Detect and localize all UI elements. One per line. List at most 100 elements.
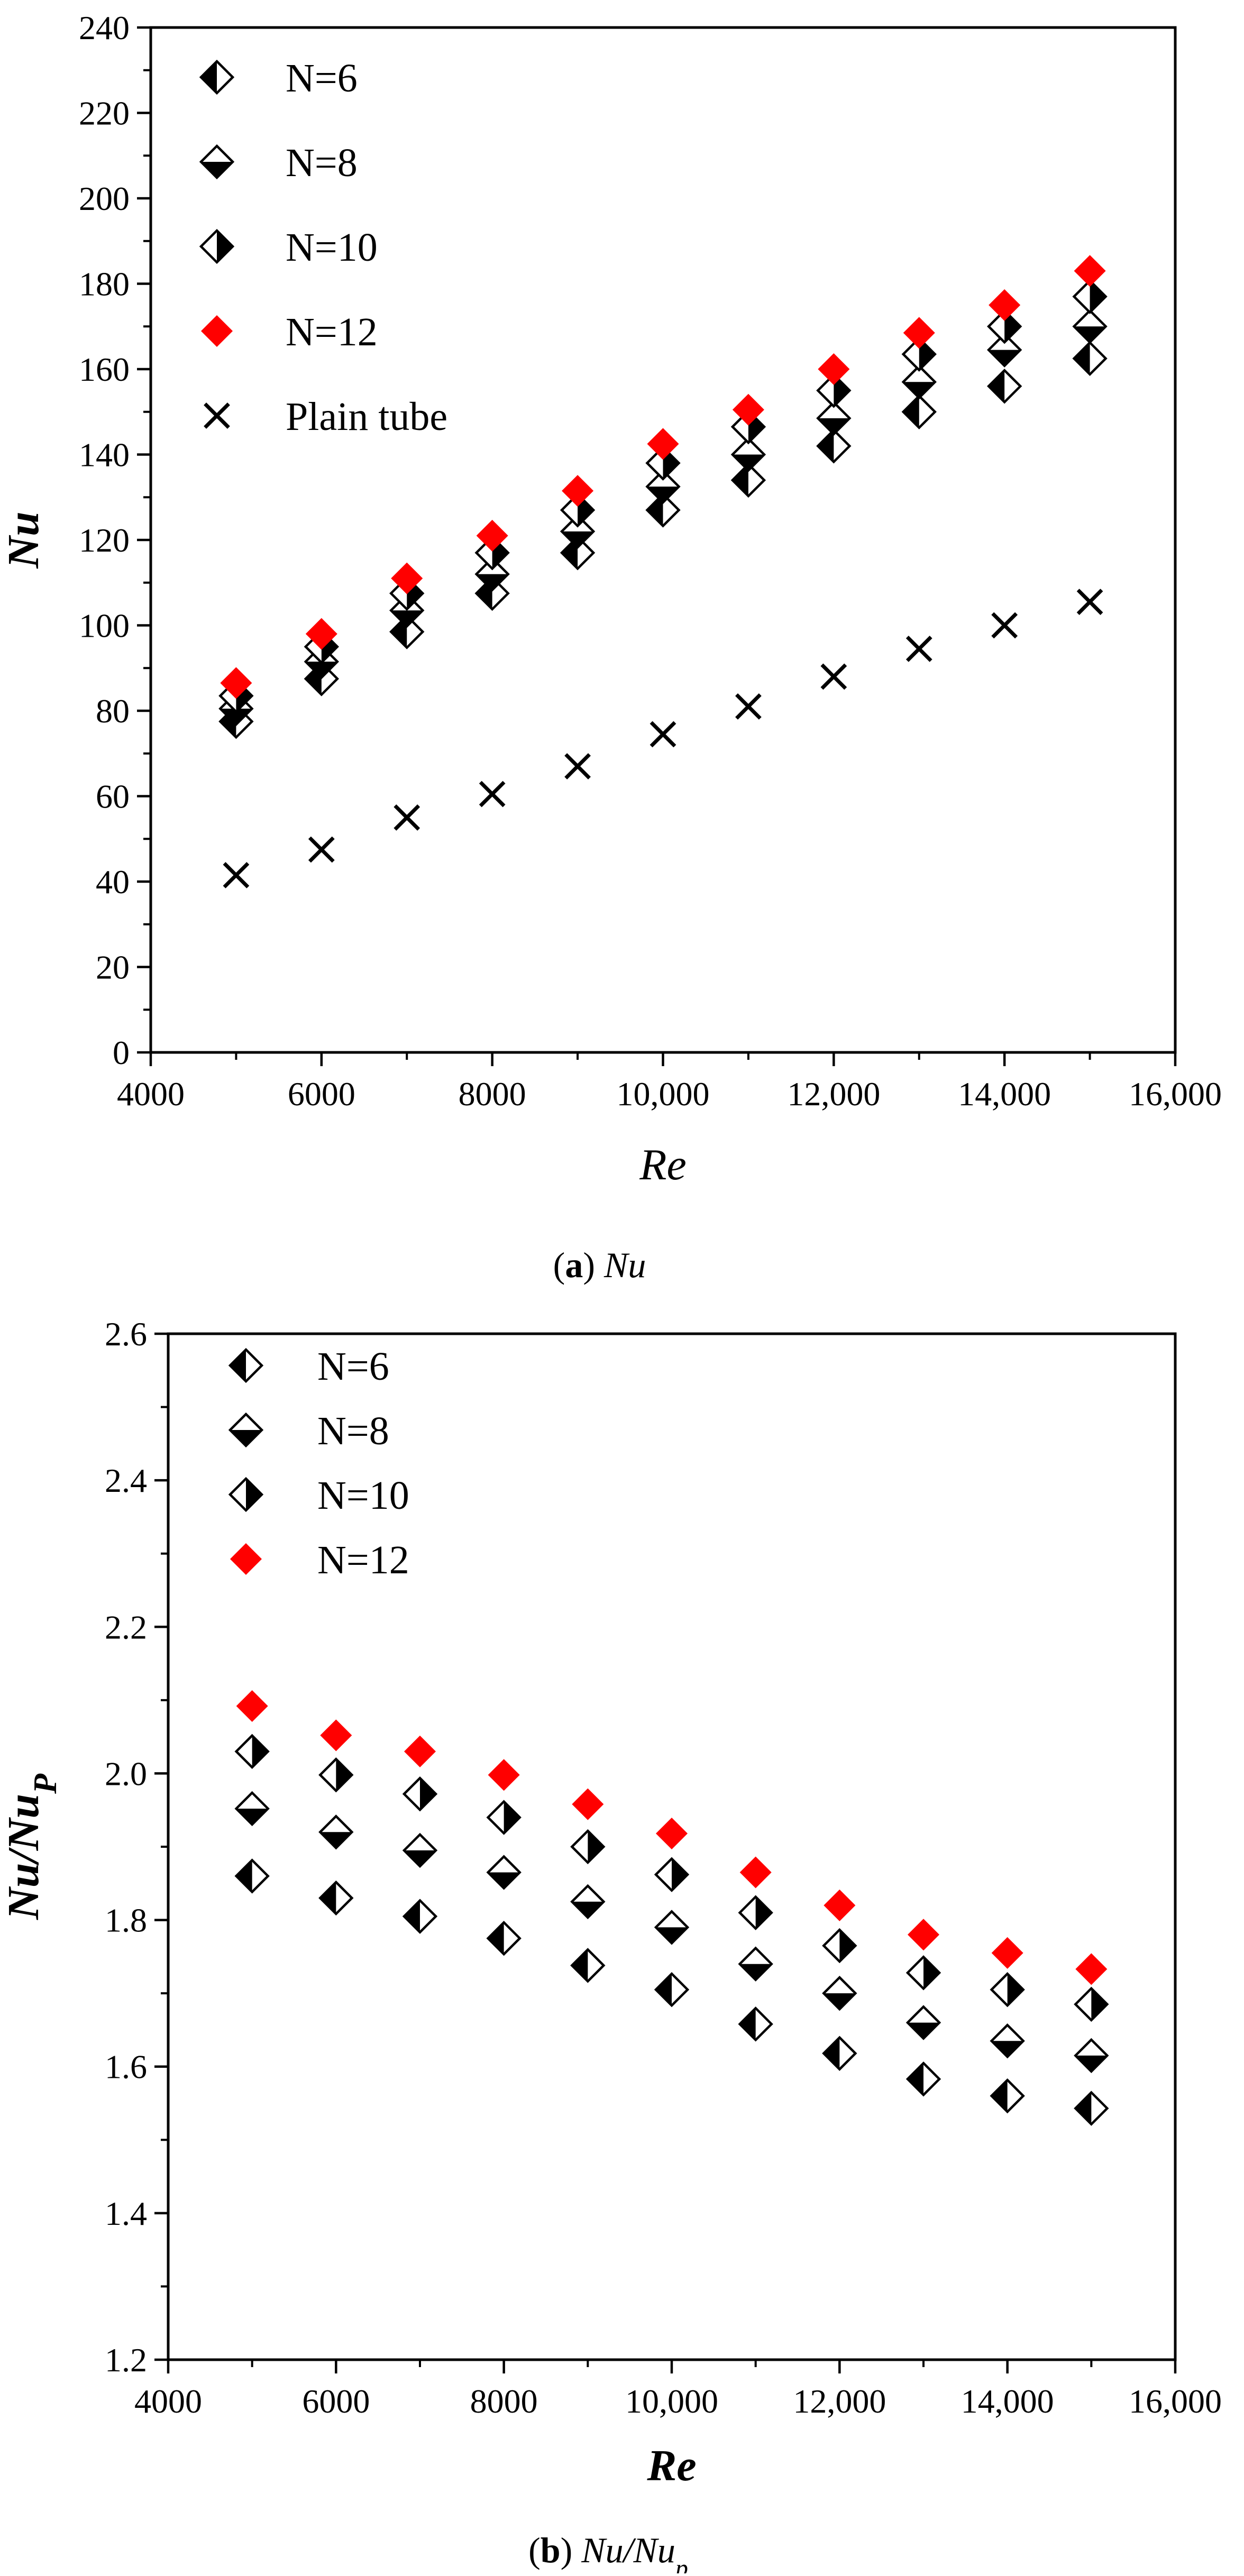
series-n-8 (234, 1791, 1109, 2074)
data-point (905, 636, 932, 662)
data-point (318, 1814, 354, 1850)
series-n-12 (220, 255, 1106, 699)
data-point (1074, 2091, 1109, 2126)
series-plain-tube (223, 589, 1103, 888)
data-point (486, 1800, 522, 1835)
data-point (818, 353, 850, 385)
data-point (486, 1921, 522, 1956)
legend-label: N=6 (286, 56, 358, 100)
data-point (1075, 1953, 1108, 1985)
data-point (990, 1972, 1025, 2007)
legend-marker (199, 144, 235, 180)
x-axis-title: Re (639, 1140, 687, 1189)
y-tick-label: 2.2 (105, 1608, 147, 1646)
data-point (404, 1735, 436, 1767)
data-point (479, 781, 506, 808)
x-tick-label: 6000 (302, 2382, 370, 2420)
caption-paren-open: ( (528, 2530, 541, 2570)
y-tick-label: 140 (79, 436, 130, 474)
data-point (476, 519, 508, 552)
legend-label: N=8 (317, 1409, 389, 1453)
x-tick-label: 12,000 (793, 2382, 886, 2420)
y-tick-label: 1.6 (105, 2048, 147, 2086)
data-point (822, 1928, 857, 1964)
caption-text: Nu/Nu (581, 2530, 675, 2570)
data-point (739, 1856, 772, 1889)
x-tick-label: 4000 (134, 2382, 202, 2420)
y-axis-title: Nu (0, 511, 48, 569)
legend-label: N=12 (286, 310, 378, 354)
caption-paren-open: ( (553, 1245, 565, 1285)
legend-marker (199, 228, 235, 264)
data-point (738, 1946, 773, 1982)
data-point (474, 556, 510, 592)
data-point (308, 836, 335, 863)
y-axis-title-subscript: P (28, 1773, 63, 1794)
x-tick-label: 4000 (117, 1075, 185, 1113)
data-point (986, 309, 1022, 344)
y-axis-title: Nu/NuP (0, 1773, 63, 1920)
data-point (220, 667, 252, 699)
legend: N=6 N=8 N=10 N=12 Plain tube (199, 56, 447, 439)
y-tick-label: 240 (79, 9, 130, 47)
y-tick-label: 200 (79, 180, 130, 217)
legend-label: Plain tube (286, 395, 447, 439)
data-point (234, 1858, 270, 1894)
data-point (991, 612, 1018, 639)
y-tick-label: 20 (96, 949, 130, 986)
data-point (318, 1757, 354, 1793)
data-point (738, 1895, 773, 1930)
data-point (234, 1734, 270, 1770)
data-point (901, 394, 937, 429)
y-tick-label: 100 (79, 607, 130, 645)
data-point (908, 1919, 939, 1951)
legend-marker (201, 315, 233, 347)
data-point (654, 1972, 690, 2007)
data-point (647, 428, 679, 460)
data-point (402, 1776, 438, 1812)
data-point (901, 364, 937, 400)
data-point (730, 462, 766, 498)
y-tick-label: 2.6 (105, 1315, 147, 1353)
data-point (562, 475, 594, 507)
legend-marker (228, 1347, 264, 1383)
y-tick-label: 40 (96, 863, 130, 901)
y-tick-label: 2.4 (105, 1462, 147, 1499)
data-point (318, 1880, 354, 1916)
series-n-12 (236, 1690, 1108, 1985)
panel-caption: (b) Nu/Nup (528, 2530, 688, 2573)
y-tick-label: 1.4 (105, 2195, 147, 2232)
caption-paren-close: ) (561, 2530, 582, 2570)
data-point (305, 618, 337, 650)
data-point (234, 1791, 270, 1827)
caption-subscript: p (674, 2554, 688, 2574)
data-point (732, 393, 764, 426)
data-point (564, 753, 591, 780)
data-point (990, 2078, 1025, 2114)
x-tick-label: 10,000 (625, 2382, 718, 2420)
data-point (905, 2061, 941, 2097)
data-point (645, 469, 681, 505)
y-tick-label: 1.2 (105, 2341, 147, 2379)
data-point (1072, 279, 1108, 314)
data-point (570, 1948, 606, 1983)
data-point (1074, 255, 1106, 287)
data-point (486, 1855, 522, 1890)
data-point (654, 1857, 690, 1892)
y-tick-label: 80 (96, 692, 130, 730)
data-point (986, 369, 1022, 404)
data-point (989, 289, 1021, 321)
x-tick-label: 14,000 (958, 1075, 1051, 1113)
data-point (824, 1889, 856, 1921)
y-tick-label: 60 (96, 778, 130, 815)
data-point (901, 336, 937, 372)
data-point (816, 428, 852, 464)
x-tick-label: 16,000 (1129, 1075, 1222, 1113)
data-point (816, 400, 852, 436)
y-tick-label: 220 (79, 95, 130, 132)
data-point (1074, 1986, 1109, 2022)
series-n-6 (218, 341, 1108, 739)
data-point (735, 693, 762, 720)
caption-text: Nu (603, 1245, 646, 1285)
